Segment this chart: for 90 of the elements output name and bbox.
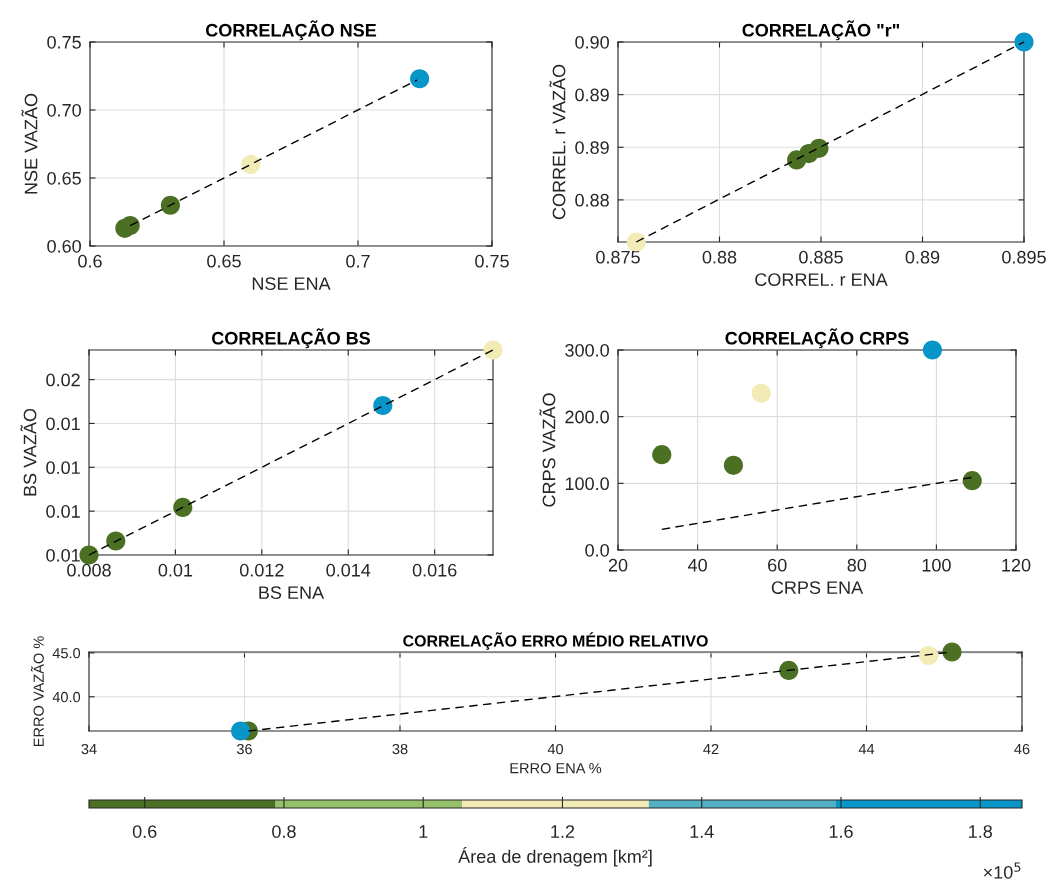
x-tick-label: 0.895 [1002, 250, 1046, 264]
point [809, 138, 829, 158]
color-bar-label: 0.6 [132, 825, 157, 838]
x-tick-label: 0.875 [596, 250, 640, 264]
y-axis-title: NSE VAZÃO [21, 93, 38, 194]
color-bar-label: 1.4 [690, 825, 714, 838]
point [626, 232, 646, 252]
x-tick-label: 60 [768, 558, 787, 572]
y-tick-label: 45.0 [52, 647, 81, 659]
y-tick-label: 300.0 [565, 343, 609, 357]
x-axis-title: CRPS ENA [771, 581, 864, 594]
x-tick-label: 0.008 [67, 563, 111, 577]
y-axis-title: ERRO VAZÃO % [30, 636, 44, 747]
point [160, 195, 180, 215]
x-tick-label: 0.89 [905, 250, 940, 264]
x-tick-label: 0.75 [475, 254, 509, 268]
y-axis-title: CORREL. r VAZÃO [549, 64, 566, 220]
point [779, 660, 799, 681]
x-tick-label: 0.65 [207, 254, 241, 268]
color-bar-label: 1.2 [551, 825, 575, 838]
chart-title: CORRELAÇÃO BS [211, 328, 371, 349]
color-bar-label: 0.8 [272, 825, 296, 838]
point [1014, 32, 1034, 52]
color-bar-label: 1.6 [829, 825, 853, 838]
x-tick-label: 34 [81, 743, 97, 755]
y-tick-label: 0.01 [46, 548, 80, 562]
x-tick-label: 44 [858, 744, 875, 755]
x-tick-label: 80 [847, 558, 867, 572]
x-tick-label: 38 [392, 743, 408, 755]
x-tick-label: 120 [1002, 558, 1031, 572]
chart-title: CORRELAÇÃO ERRO MÉDIO RELATIVO [403, 632, 708, 650]
x-tick-label: 100 [922, 558, 951, 572]
x-axis-title: NSE ENA [252, 277, 331, 290]
point [106, 531, 126, 551]
x-axis-title: CORREL. r ENA [755, 273, 888, 286]
x-tick-label: 0.016 [412, 563, 457, 577]
point [241, 154, 261, 174]
y-tick-label: 0.90 [575, 35, 609, 49]
x-axis-title: BS ENA [259, 586, 325, 599]
point [922, 340, 942, 360]
x-tick-label: 20 [608, 558, 628, 572]
color-bar-title: Área de drenagem [km²] [458, 847, 652, 867]
y-tick-label: 40.0 [52, 691, 81, 703]
x-tick-label: 0.885 [799, 250, 843, 264]
y-tick-label: 0.89 [575, 88, 609, 102]
y-tick-label: 0.70 [47, 103, 81, 117]
point [942, 642, 962, 662]
x-tick-label: 40 [687, 558, 707, 572]
x-tick-label: 0.014 [326, 563, 371, 577]
y-tick-label: 0.01 [46, 505, 80, 518]
y-axis-title: CRPS VAZÃO [539, 393, 556, 507]
x-axis-title: ERRO ENA % [510, 763, 602, 774]
color-bar-label: 1 [419, 825, 428, 838]
y-tick-label: 0.88 [575, 193, 609, 207]
point [723, 455, 743, 475]
y-tick-label: 0.01 [46, 417, 80, 431]
y-tick-label: 0.89 [575, 141, 609, 154]
x-tick-label: 42 [703, 743, 719, 755]
chart-title: CORRELAÇÃO CRPS [725, 328, 909, 349]
point [962, 471, 982, 491]
y-tick-label: 0.65 [47, 171, 81, 185]
x-tick-label: 0.6 [78, 254, 102, 268]
point [373, 395, 393, 416]
point [751, 383, 771, 403]
chart-title: CORRELAÇÃO "r" [742, 20, 900, 41]
text: ×10$^{5}$ [983, 862, 1021, 879]
y-tick-label: 0.01 [46, 461, 80, 475]
point [231, 721, 251, 741]
point [483, 340, 503, 360]
x-tick-label: 46 [1014, 743, 1030, 755]
y-tick-label: 0.0 [585, 543, 609, 557]
y-tick-label: 0.75 [47, 35, 81, 49]
point [120, 216, 140, 236]
x-tick-label: 0.88 [702, 250, 737, 264]
point [652, 445, 672, 465]
y-tick-label: 200.0 [565, 410, 609, 424]
point [919, 645, 939, 666]
y-tick-label: 0.60 [47, 239, 81, 253]
y-tick-label: 0.02 [46, 373, 80, 387]
x-tick-label: 40 [547, 743, 564, 755]
point [410, 69, 430, 89]
x-tick-label: 36 [236, 743, 252, 755]
point [173, 497, 193, 517]
x-tick-label: 0.012 [239, 563, 284, 577]
x-tick-label: 0.01 [158, 563, 193, 577]
chart-title: CORRELAÇÃO NSE [205, 20, 377, 41]
color-bar-label: 1.8 [969, 825, 992, 838]
x-tick-label: 0.7 [346, 254, 370, 268]
y-tick-label: 100.0 [565, 477, 609, 491]
y-axis-title: BS VAZÃO [20, 408, 37, 496]
